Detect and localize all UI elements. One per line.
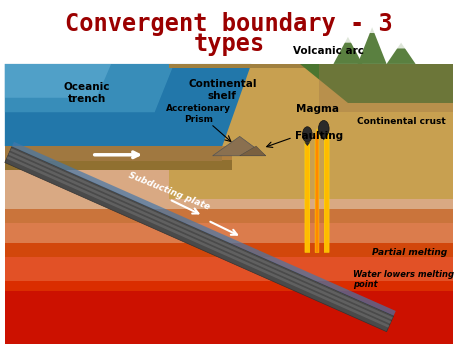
- Polygon shape: [333, 37, 363, 64]
- Ellipse shape: [319, 120, 329, 137]
- Text: Subducting plate: Subducting plate: [127, 171, 211, 212]
- Polygon shape: [300, 64, 453, 103]
- Polygon shape: [396, 41, 406, 49]
- Polygon shape: [12, 142, 396, 316]
- Polygon shape: [5, 209, 453, 257]
- Text: Magma: Magma: [295, 104, 338, 114]
- Polygon shape: [319, 64, 453, 112]
- Text: Convergent boundary - 3: Convergent boundary - 3: [65, 12, 393, 36]
- Text: Volcanic arc: Volcanic arc: [293, 46, 364, 56]
- Text: Accretionary
Prism: Accretionary Prism: [165, 104, 231, 124]
- Text: Continental
shelf: Continental shelf: [188, 79, 256, 101]
- Polygon shape: [169, 64, 453, 199]
- Polygon shape: [387, 43, 416, 64]
- Polygon shape: [10, 148, 393, 320]
- Polygon shape: [5, 64, 111, 98]
- Polygon shape: [304, 142, 310, 146]
- Polygon shape: [5, 160, 232, 170]
- Text: Faulting: Faulting: [295, 131, 343, 141]
- Polygon shape: [5, 243, 453, 291]
- FancyArrow shape: [314, 129, 320, 252]
- Polygon shape: [5, 64, 174, 112]
- Polygon shape: [213, 136, 266, 156]
- Text: Partial melting: Partial melting: [372, 248, 447, 257]
- Text: types: types: [193, 32, 264, 56]
- Text: Oceanic
trench: Oceanic trench: [64, 82, 110, 104]
- Polygon shape: [321, 136, 327, 140]
- Polygon shape: [240, 146, 266, 156]
- Polygon shape: [5, 147, 393, 332]
- Polygon shape: [343, 35, 353, 43]
- Polygon shape: [5, 146, 232, 160]
- Polygon shape: [5, 282, 453, 344]
- Polygon shape: [169, 64, 453, 68]
- FancyArrow shape: [304, 129, 311, 252]
- FancyArrow shape: [323, 129, 330, 252]
- Text: Water lowers melting
point: Water lowers melting point: [353, 270, 454, 289]
- Polygon shape: [357, 27, 387, 64]
- Text: Continental crust: Continental crust: [357, 118, 446, 126]
- Ellipse shape: [302, 127, 312, 142]
- Polygon shape: [5, 146, 222, 160]
- Polygon shape: [5, 64, 251, 146]
- Polygon shape: [367, 25, 377, 33]
- Polygon shape: [5, 170, 453, 223]
- Polygon shape: [9, 152, 391, 324]
- Polygon shape: [7, 156, 390, 328]
